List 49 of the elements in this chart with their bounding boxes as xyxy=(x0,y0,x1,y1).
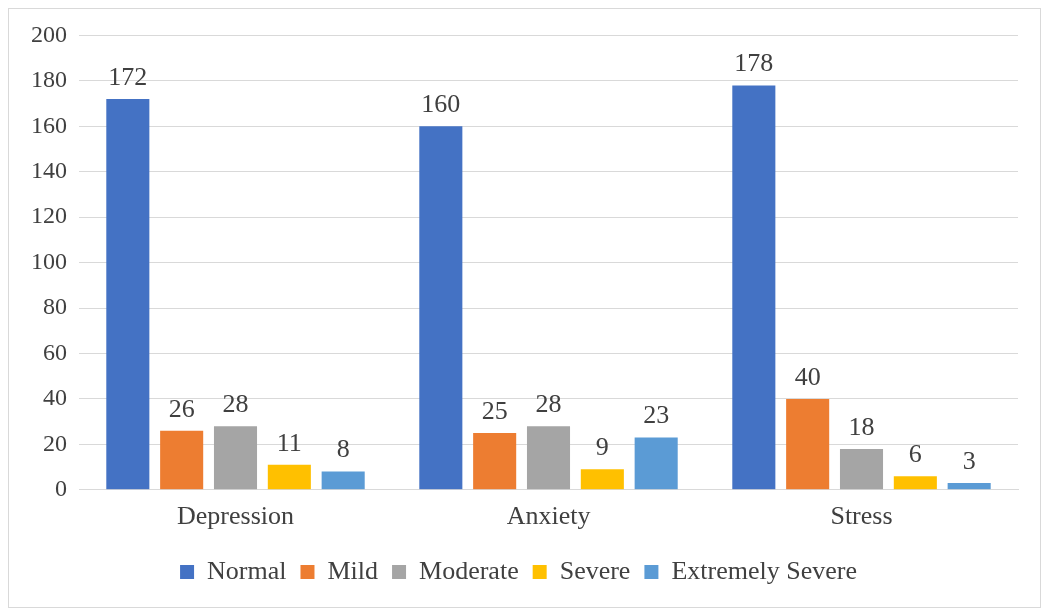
y-tick-label: 180 xyxy=(31,66,67,93)
data-label: 6 xyxy=(908,439,922,468)
bar xyxy=(893,476,937,490)
y-tick-label: 200 xyxy=(31,20,67,47)
data-label: 18 xyxy=(848,411,875,441)
y-tick-label: 80 xyxy=(43,293,67,320)
data-label: 40 xyxy=(794,361,821,391)
bar xyxy=(839,448,884,490)
data-label: 9 xyxy=(595,432,609,462)
y-tick-label: 120 xyxy=(31,202,67,229)
legend-label: Severe xyxy=(559,555,631,585)
y-tick-label: 0 xyxy=(55,475,67,502)
legend-label: Normal xyxy=(207,555,287,585)
bar xyxy=(634,437,678,490)
data-label: 25 xyxy=(481,395,508,425)
x-tick-label: Depression xyxy=(177,501,294,531)
bar xyxy=(160,430,204,490)
bar xyxy=(580,469,624,490)
y-tick-label: 40 xyxy=(43,384,67,411)
bar xyxy=(947,482,991,490)
data-label: 28 xyxy=(535,389,562,419)
data-label: 172 xyxy=(108,61,148,91)
legend-label: Mild xyxy=(327,555,379,585)
bar xyxy=(213,426,258,490)
data-label: 23 xyxy=(643,400,670,430)
legend-label: Moderate xyxy=(419,555,519,585)
bar xyxy=(473,433,517,490)
y-tick-label: 100 xyxy=(31,247,67,274)
legend-label: Extremely Severe xyxy=(671,555,857,585)
bar xyxy=(419,126,463,490)
x-tick-label: Anxiety xyxy=(506,501,591,531)
data-label: 8 xyxy=(336,434,350,464)
bar xyxy=(321,471,365,490)
y-tick-label: 140 xyxy=(31,157,67,184)
x-tick-label: Stress xyxy=(830,501,893,531)
data-label: 26 xyxy=(168,393,195,423)
bar xyxy=(526,426,571,490)
y-tick-label: 160 xyxy=(31,111,67,138)
bar xyxy=(786,398,830,490)
data-label: 11 xyxy=(276,427,302,457)
data-label: 28 xyxy=(222,389,249,419)
data-label: 3 xyxy=(962,445,976,475)
y-tick-label: 60 xyxy=(43,338,67,365)
y-tick-label: 20 xyxy=(43,429,67,456)
bar xyxy=(106,99,150,490)
data-label: 160 xyxy=(421,89,461,119)
bar xyxy=(732,85,776,490)
bar xyxy=(267,464,311,490)
data-label: 178 xyxy=(734,48,774,78)
